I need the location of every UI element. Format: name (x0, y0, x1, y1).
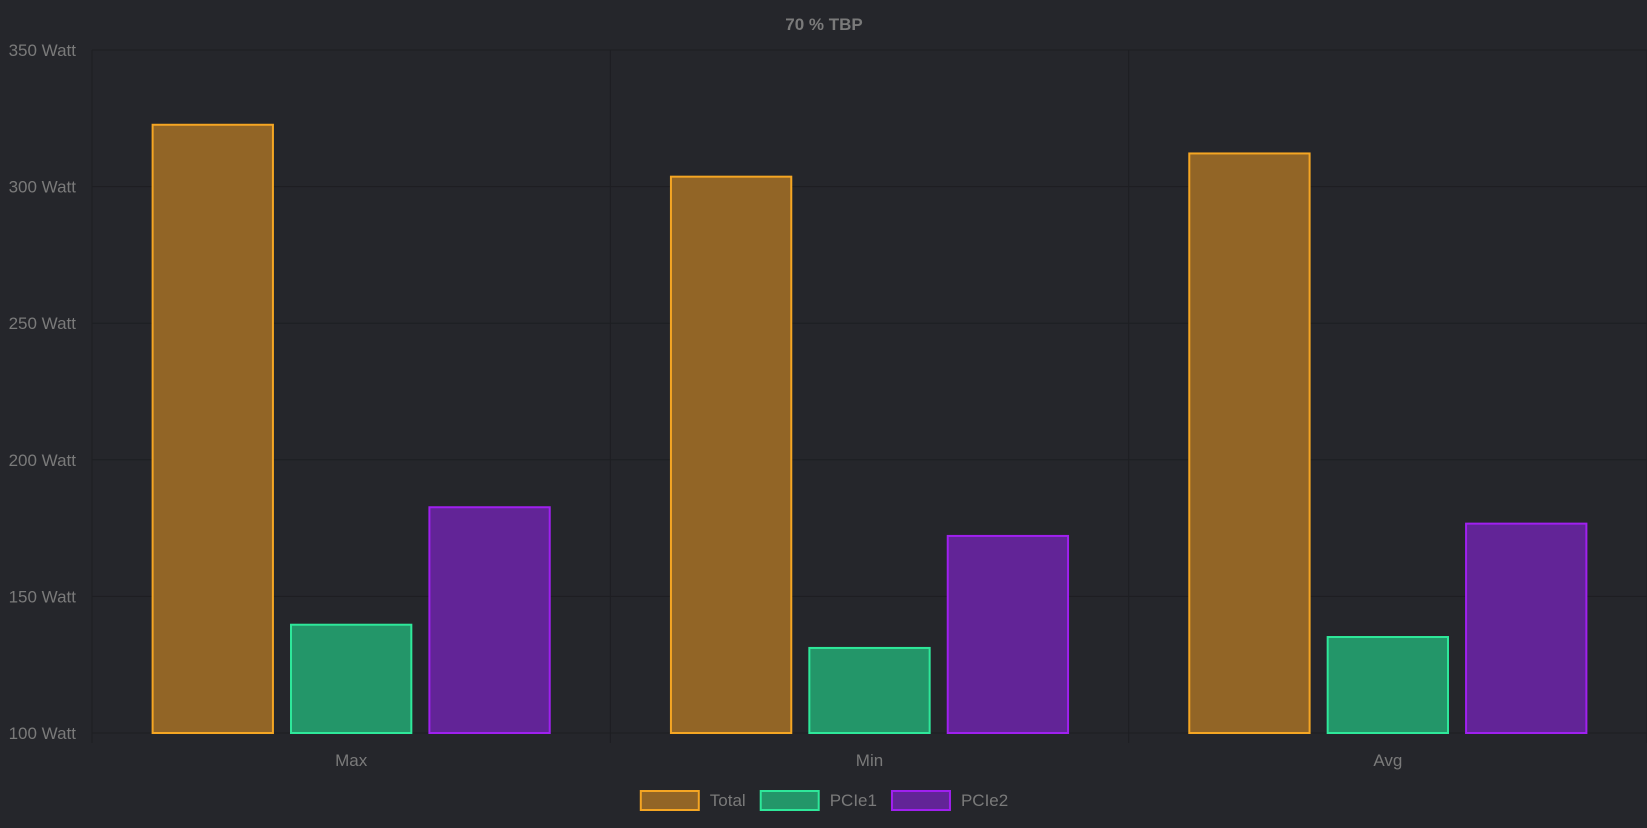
legend-swatch (639, 790, 700, 811)
x-axis: Max Min Avg (335, 751, 1402, 770)
legend-label: PCIe1 (830, 791, 877, 810)
legend-item-pcie2[interactable]: PCIe2 (890, 790, 1008, 811)
legend-swatch (890, 790, 951, 811)
bar-pcie1-avg[interactable] (1326, 636, 1449, 734)
x-tick-label: Avg (1373, 751, 1402, 770)
legend[interactable]: Total PCIe1 PCIe2 (639, 790, 1008, 811)
y-tick-label: 250 Watt (9, 314, 77, 333)
legend-item-pcie1[interactable]: PCIe1 (759, 790, 877, 811)
bars (151, 123, 1588, 735)
legend-item-total[interactable]: Total (639, 790, 746, 811)
y-tick-label: 350 Watt (9, 41, 77, 60)
bar-pcie2-min[interactable] (946, 534, 1070, 734)
x-tick-label: Min (856, 751, 883, 770)
bar-pcie2-max[interactable] (428, 506, 551, 734)
bar-pcie1-min[interactable] (808, 646, 931, 735)
y-axis: 100 Watt 150 Watt 200 Watt 250 Watt 300 Watt… (9, 41, 77, 743)
legend-swatch (759, 790, 820, 811)
legend-label: PCIe2 (961, 791, 1008, 810)
bar-pcie2-avg[interactable] (1465, 522, 1588, 734)
y-tick-label: 100 Watt (9, 724, 77, 743)
y-tick-label: 150 Watt (9, 587, 77, 606)
y-tick-label: 200 Watt (9, 451, 77, 470)
bar-pcie1-max[interactable] (290, 623, 413, 734)
legend-label: Total (710, 791, 746, 810)
x-tick-label: Max (335, 751, 368, 770)
bar-total-max[interactable] (151, 123, 274, 735)
chart-title: 70 % TBP (785, 15, 862, 34)
y-tick-label: 300 Watt (9, 178, 77, 197)
bar-total-avg[interactable] (1188, 152, 1311, 734)
bar-total-min[interactable] (669, 175, 793, 734)
